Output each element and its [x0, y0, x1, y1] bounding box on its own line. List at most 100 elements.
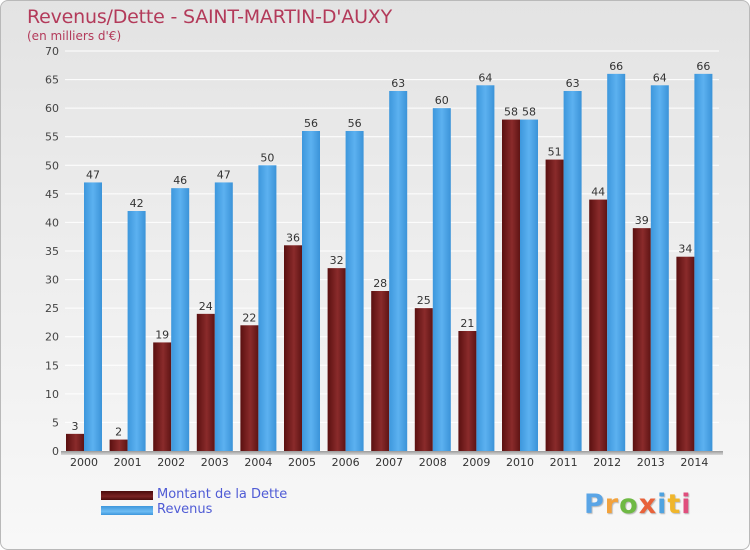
bar-dette [589, 199, 608, 451]
data-label: 3 [72, 420, 79, 433]
y-tick-label: 20 [45, 331, 59, 344]
legend-label-dette: Montant de la Dette [157, 487, 288, 502]
y-tick-label: 45 [45, 188, 59, 201]
proxiti-logo: Proxiti [584, 489, 692, 520]
data-label: 51 [548, 146, 562, 159]
data-label: 63 [391, 77, 405, 90]
x-tick-label: 2009 [462, 456, 490, 469]
bar-dette [414, 308, 433, 451]
bar-revenus [345, 131, 364, 451]
bars-layer [66, 73, 713, 452]
chart-subtitle: (en milliers d'€) [27, 29, 122, 43]
y-tick-label: 55 [45, 131, 59, 144]
bar-dette [327, 268, 346, 451]
data-label: 25 [417, 294, 431, 307]
y-tick-label: 25 [45, 302, 59, 315]
x-tick-label: 2012 [593, 456, 621, 469]
y-tick-label: 30 [45, 274, 59, 287]
data-label: 44 [591, 186, 605, 199]
x-axis-floor [61, 451, 723, 455]
x-tick-label: 2002 [157, 456, 185, 469]
data-label: 39 [635, 214, 649, 227]
bar-dette [284, 245, 302, 451]
x-tick-label: 2006 [332, 456, 360, 469]
bar-dette [545, 159, 564, 452]
data-label: 63 [566, 77, 580, 90]
data-label: 66 [609, 60, 623, 73]
data-label: 58 [504, 106, 518, 119]
legend-swatch-revenus [101, 506, 153, 515]
y-tick-label: 70 [45, 45, 59, 58]
y-tick-label: 65 [45, 74, 59, 87]
bar-dette [632, 228, 651, 451]
bar-revenus [563, 91, 582, 451]
data-label: 28 [373, 277, 387, 290]
data-label: 56 [348, 117, 362, 130]
data-label: 50 [260, 151, 274, 164]
data-labels-layer: 3 47 2 42 19 46 24 47 22 50 36 56 32 56 28 63 25 60 21 64 58… [72, 60, 711, 439]
logo-letter: r [604, 489, 620, 520]
bar-dette [66, 433, 84, 451]
y-tick-label: 50 [45, 159, 59, 172]
data-label: 60 [435, 94, 449, 107]
y-tick-label: 60 [45, 102, 59, 115]
bar-revenus [476, 85, 495, 452]
bar-revenus [84, 182, 102, 451]
bar-dette [109, 439, 128, 451]
data-label: 47 [86, 168, 100, 181]
logo-letter: o [619, 489, 639, 520]
bar-dette [676, 256, 695, 451]
x-tick-label: 2007 [375, 456, 403, 469]
legend-swatch-dette [101, 491, 153, 500]
y-tick-label: 0 [52, 445, 59, 458]
bar-dette [153, 342, 172, 451]
bar-revenus [389, 91, 408, 451]
x-tick-label: 2001 [114, 456, 142, 469]
x-tick-label: 2014 [680, 456, 708, 469]
y-tick-label: 5 [52, 416, 59, 429]
data-label: 36 [286, 231, 300, 244]
data-label: 19 [155, 328, 169, 341]
data-label: 22 [242, 311, 256, 324]
bar-revenus [607, 73, 626, 451]
chart-title: Revenus/Dette - SAINT-MARTIN-D'AUXY [27, 6, 393, 28]
data-label: 46 [173, 174, 187, 187]
data-label: 21 [460, 317, 474, 330]
bar-revenus [520, 119, 538, 452]
y-tick-label: 40 [45, 216, 59, 229]
data-label: 47 [217, 168, 231, 181]
logo-letter: P [584, 489, 605, 520]
bar-revenus [214, 182, 233, 451]
bar-revenus [127, 211, 146, 451]
y-tick-label: 35 [45, 245, 59, 258]
y-tick-label: 10 [45, 388, 59, 401]
bar-dette [458, 331, 477, 451]
bar-dette [371, 291, 390, 451]
bar-chart: 3472421946244722503656325628632560216458… [45, 45, 723, 469]
bar-revenus [432, 108, 451, 452]
logo-letter: t [667, 489, 682, 520]
bar-revenus [258, 165, 277, 452]
data-label: 42 [130, 197, 144, 210]
logo-letter: x [638, 489, 658, 520]
data-label: 66 [696, 60, 710, 73]
bar-dette [502, 119, 520, 452]
bar-dette [196, 313, 215, 451]
data-label: 2 [115, 426, 122, 439]
bar-revenus [171, 188, 190, 451]
axis-layer: 0 5 10 15 20 25 30 35 40 45 50 55 60 65 70 2000 2001 2002… [45, 45, 723, 469]
legend-label-revenus: Revenus [157, 502, 213, 517]
data-label: 24 [199, 300, 213, 313]
x-tick-label: 2005 [288, 456, 316, 469]
x-tick-label: 2004 [244, 456, 272, 469]
x-tick-label: 2010 [506, 456, 534, 469]
data-label: 64 [653, 71, 667, 84]
x-tick-label: 2003 [201, 456, 229, 469]
bar-revenus [302, 131, 320, 451]
y-tick-label: 15 [45, 359, 59, 372]
x-tick-label: 2013 [637, 456, 665, 469]
logo-letter: i [657, 489, 668, 520]
bar-revenus [650, 85, 669, 452]
logo-letter: i [681, 489, 692, 520]
